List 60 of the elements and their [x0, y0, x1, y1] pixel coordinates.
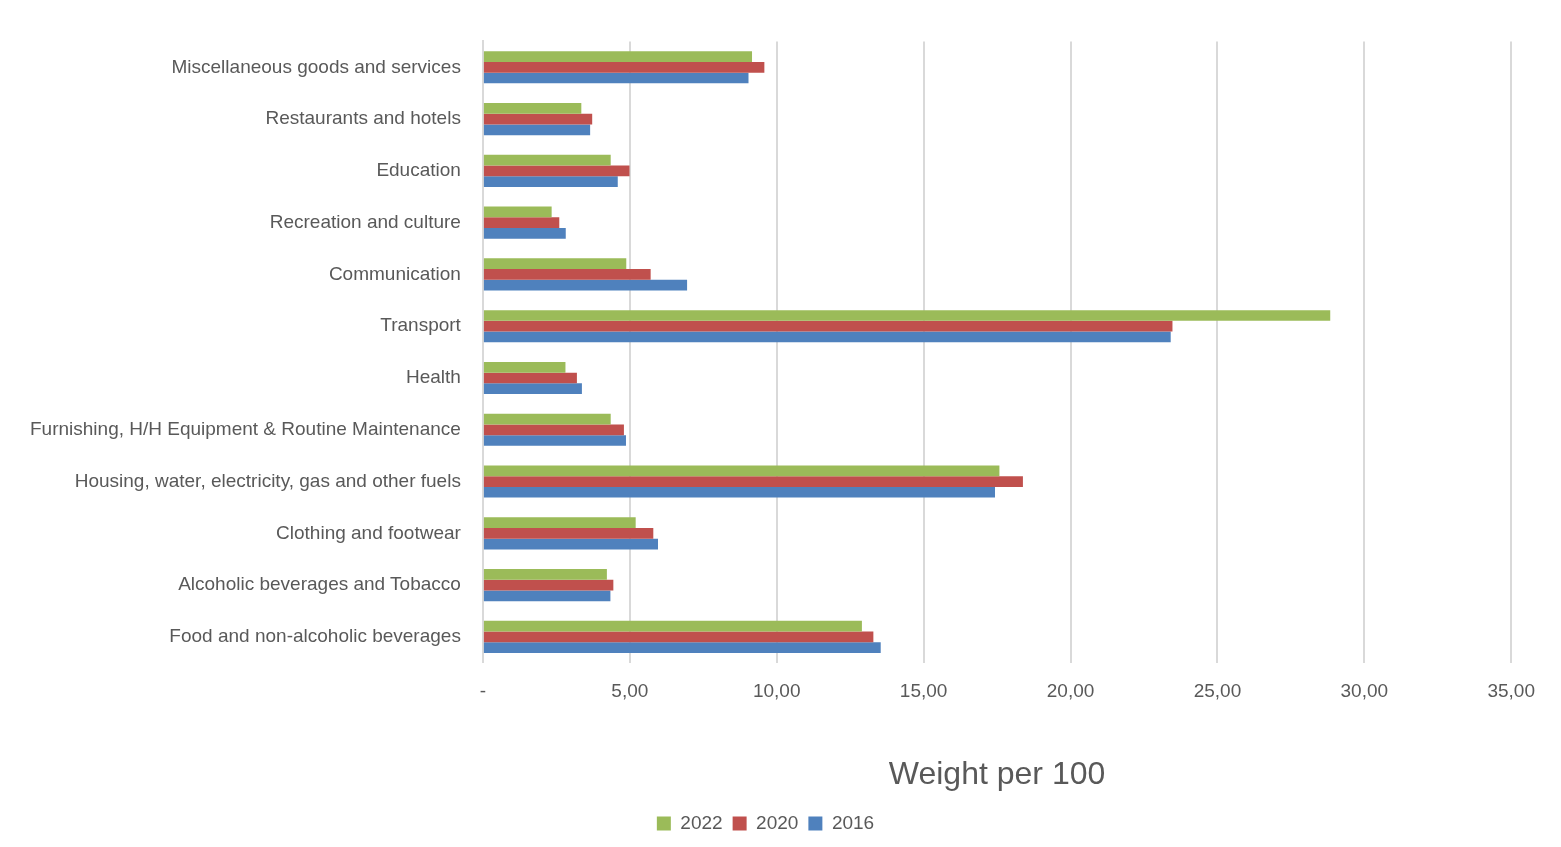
- y-tick-label: Alcoholic beverages and Tobacco: [178, 573, 461, 595]
- y-tick-label: Housing, water, electricity, gas and other fuels: [74, 469, 461, 491]
- bar: [483, 258, 627, 270]
- bar: [483, 154, 611, 166]
- bar: [483, 579, 614, 591]
- y-tick-label: Furnishing, H/H Equipment & Routine Maintenance: [29, 418, 461, 440]
- bar: [483, 476, 1023, 487]
- y-tick-label: Restaurants and hotels: [265, 107, 461, 129]
- bar: [483, 590, 611, 602]
- x-tick-label: 30,00: [1340, 680, 1389, 702]
- x-tick-label: 20,00: [1046, 680, 1095, 702]
- bar: [483, 383, 582, 395]
- x-tick-label: -: [479, 680, 487, 702]
- bar: [483, 642, 881, 653]
- bar: [483, 124, 591, 136]
- bar: [483, 372, 577, 384]
- y-tick-label: Health: [405, 366, 461, 388]
- bar: [483, 517, 636, 528]
- bar: [483, 51, 753, 62]
- x-tick-label: 10,00: [752, 680, 801, 702]
- bar: [483, 424, 624, 436]
- bar: [483, 631, 874, 643]
- bar: [483, 465, 1000, 477]
- bar: [483, 103, 582, 114]
- bar: [483, 569, 607, 580]
- legend-label: 2020: [756, 811, 799, 833]
- bar: [483, 331, 1171, 343]
- bar: [483, 176, 618, 187]
- bar: [483, 320, 1173, 332]
- x-tick-label: 5,00: [611, 680, 649, 702]
- y-tick-label: Communication: [328, 262, 461, 284]
- x-axis-title: Weight per 100: [888, 754, 1106, 791]
- y-tick-label: Recreation and culture: [269, 210, 461, 232]
- bar: [483, 486, 995, 498]
- y-tick-label: Miscellaneous goods and services: [171, 55, 461, 77]
- bar: [483, 279, 688, 291]
- bar: [483, 538, 659, 550]
- legend-label: 2022: [680, 811, 723, 833]
- x-tick-label: 25,00: [1193, 680, 1242, 702]
- bar: [483, 217, 560, 228]
- bar: [483, 113, 593, 125]
- bar: [483, 269, 651, 280]
- x-tick-label: 15,00: [899, 680, 948, 702]
- y-tick-label: Education: [376, 159, 461, 181]
- y-tick-label: Clothing and footwear: [276, 521, 462, 543]
- bar: [483, 165, 630, 177]
- bar: [483, 310, 1331, 321]
- bar: [483, 61, 765, 73]
- bar: [483, 527, 654, 539]
- bar: [483, 435, 626, 446]
- bar: [483, 620, 862, 632]
- legend-label: 2016: [831, 811, 875, 833]
- bar: [483, 72, 749, 84]
- bar: [483, 361, 566, 373]
- bar: [483, 206, 552, 218]
- bar: [483, 413, 611, 425]
- bar: [483, 227, 566, 239]
- y-tick-label: Food and non-alcoholic beverages: [169, 625, 461, 647]
- y-tick-label: Transport: [380, 314, 462, 336]
- x-tick-label: 35,00: [1487, 680, 1535, 702]
